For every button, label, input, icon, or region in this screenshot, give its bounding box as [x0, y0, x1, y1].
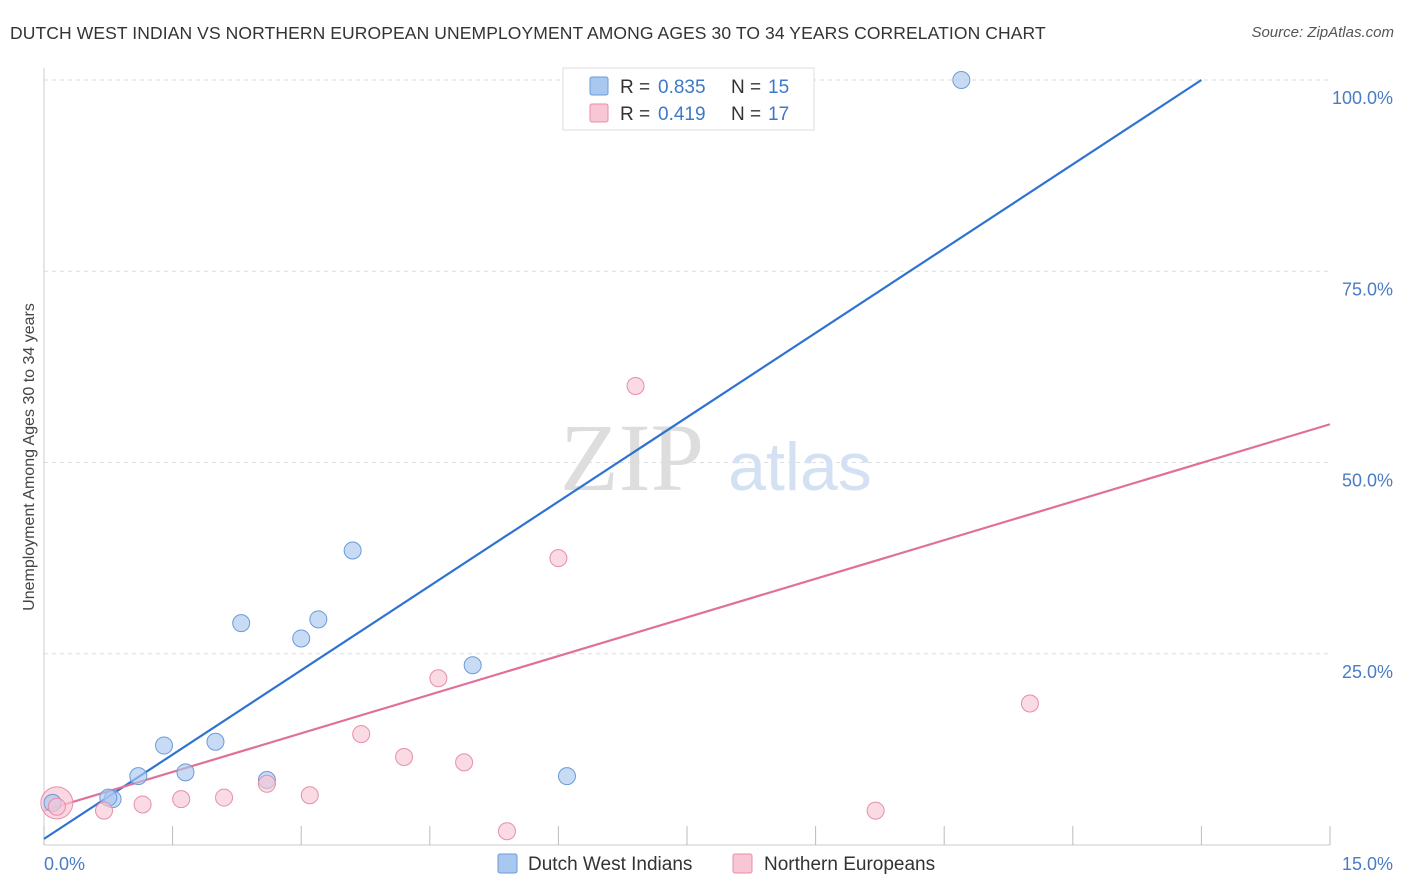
grid-lines	[44, 79, 1330, 655]
point-s2-5	[215, 788, 234, 807]
x-tick-label-1: 15.0%	[1342, 854, 1393, 874]
legend-swatch-pink	[589, 103, 609, 123]
legend-swatch-blue	[589, 76, 609, 96]
y-tick-label-0: 25.0%	[1342, 662, 1393, 682]
point-s1-8	[232, 614, 251, 633]
point-s2-12	[497, 822, 516, 841]
legend-r-value-2: 0.419	[658, 104, 706, 125]
legend-n-label-2: N =	[731, 104, 761, 125]
watermark-atlas: atlas	[728, 429, 872, 505]
legend-n-value-2: 17	[768, 104, 789, 125]
point-s2-8	[352, 725, 371, 744]
point-s1-10	[292, 629, 311, 648]
y-tick-label-1: 50.0%	[1342, 471, 1393, 491]
point-s1-7	[206, 732, 225, 751]
bottom-legend-swatch-pink	[732, 853, 753, 874]
point-s2-10	[429, 669, 448, 688]
point-s2-16	[1020, 694, 1039, 713]
point-s1-13	[463, 656, 482, 675]
point-s1-12	[343, 541, 362, 560]
x-tick-labels: 0.0% 15.0%	[44, 854, 1393, 874]
point-s2-1	[47, 797, 66, 816]
point-s2-4	[172, 790, 191, 809]
x-tick-label-0: 0.0%	[44, 854, 85, 874]
point-s1-4	[129, 767, 148, 786]
legend-n-label-1: N =	[731, 77, 761, 98]
point-s2-2	[95, 801, 114, 820]
point-s2-7	[300, 786, 319, 805]
chart-title: DUTCH WEST INDIAN VS NORTHERN EUROPEAN U…	[10, 23, 1046, 43]
legend-n-value-1: 15	[768, 77, 789, 98]
point-s1-15	[952, 71, 971, 89]
trend-line-1	[43, 79, 1203, 840]
y-tick-label-2: 75.0%	[1342, 279, 1393, 299]
axes	[43, 68, 1331, 846]
point-s1-14	[557, 767, 576, 786]
point-s2-15	[866, 801, 885, 820]
point-s1-6	[176, 763, 195, 782]
bottom-legend-label-1: Dutch West Indians	[528, 854, 692, 875]
point-s2-14	[626, 377, 645, 395]
point-s2-6	[257, 774, 276, 793]
legend-r-value-1: 0.835	[658, 77, 706, 98]
y-axis-label: Unemployment Among Ages 30 to 34 years	[21, 303, 38, 611]
correlation-legend: R = 0.835 N = 15 R = 0.419 N = 17	[562, 67, 815, 131]
bottom-legend-swatch-blue	[497, 853, 518, 874]
trend-lines	[43, 79, 1331, 840]
point-s2-3	[133, 795, 152, 814]
bottom-legend-label-2: Northern Europeans	[764, 854, 935, 875]
source-credit: Source: ZipAtlas.com	[1251, 24, 1394, 41]
watermark: ZIP atlas	[560, 404, 872, 511]
point-s1-5	[155, 736, 174, 755]
y-tick-labels: 25.0% 50.0% 75.0% 100.0%	[1332, 88, 1393, 682]
data-points	[40, 71, 1039, 841]
point-s2-11	[455, 753, 474, 772]
series-legend: Dutch West Indians Northern Europeans	[497, 853, 935, 875]
y-tick-label-3: 100.0%	[1332, 88, 1393, 108]
point-s1-11	[309, 610, 328, 629]
trend-line-2	[43, 423, 1331, 812]
legend-r-label-2: R =	[620, 104, 650, 125]
point-s2-9	[395, 748, 414, 767]
legend-r-label-1: R =	[620, 77, 650, 98]
point-s2-13	[549, 549, 568, 568]
